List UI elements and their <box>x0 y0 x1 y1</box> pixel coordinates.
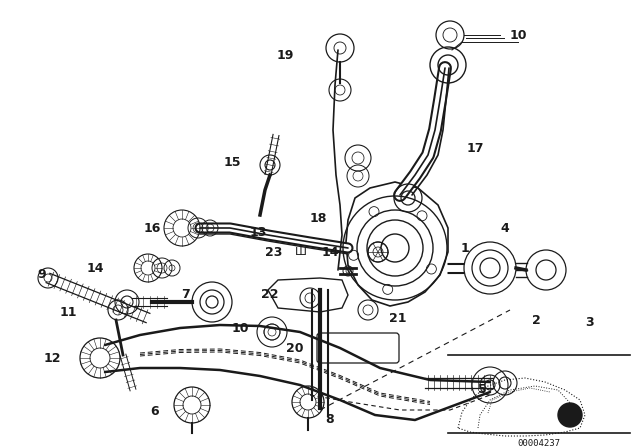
Text: 8: 8 <box>326 414 334 426</box>
Text: 18: 18 <box>309 211 326 224</box>
Text: 1: 1 <box>461 241 469 254</box>
Text: 16: 16 <box>143 221 161 234</box>
Text: 6: 6 <box>150 405 159 418</box>
Text: 15: 15 <box>223 155 241 168</box>
Circle shape <box>558 403 582 427</box>
Text: Ш: Ш <box>295 247 307 257</box>
Text: 13: 13 <box>250 225 267 238</box>
Text: 5: 5 <box>477 383 486 396</box>
Text: 22: 22 <box>261 289 279 302</box>
Text: 23: 23 <box>264 246 282 258</box>
Text: 14: 14 <box>321 246 339 258</box>
Text: 19: 19 <box>276 48 294 61</box>
Text: 7: 7 <box>180 289 189 302</box>
Text: 4: 4 <box>500 221 509 234</box>
Text: 12: 12 <box>44 352 61 365</box>
Text: 14: 14 <box>86 262 104 275</box>
Text: 3: 3 <box>586 315 595 328</box>
Text: 2: 2 <box>532 314 540 327</box>
Text: 00004237: 00004237 <box>518 439 561 448</box>
Text: 9: 9 <box>38 268 46 281</box>
Text: 10: 10 <box>509 29 527 42</box>
Text: 11: 11 <box>60 306 77 319</box>
Text: 20: 20 <box>286 341 304 354</box>
Text: 17: 17 <box>467 142 484 155</box>
Text: 10: 10 <box>231 322 249 335</box>
Text: 21: 21 <box>389 311 407 324</box>
